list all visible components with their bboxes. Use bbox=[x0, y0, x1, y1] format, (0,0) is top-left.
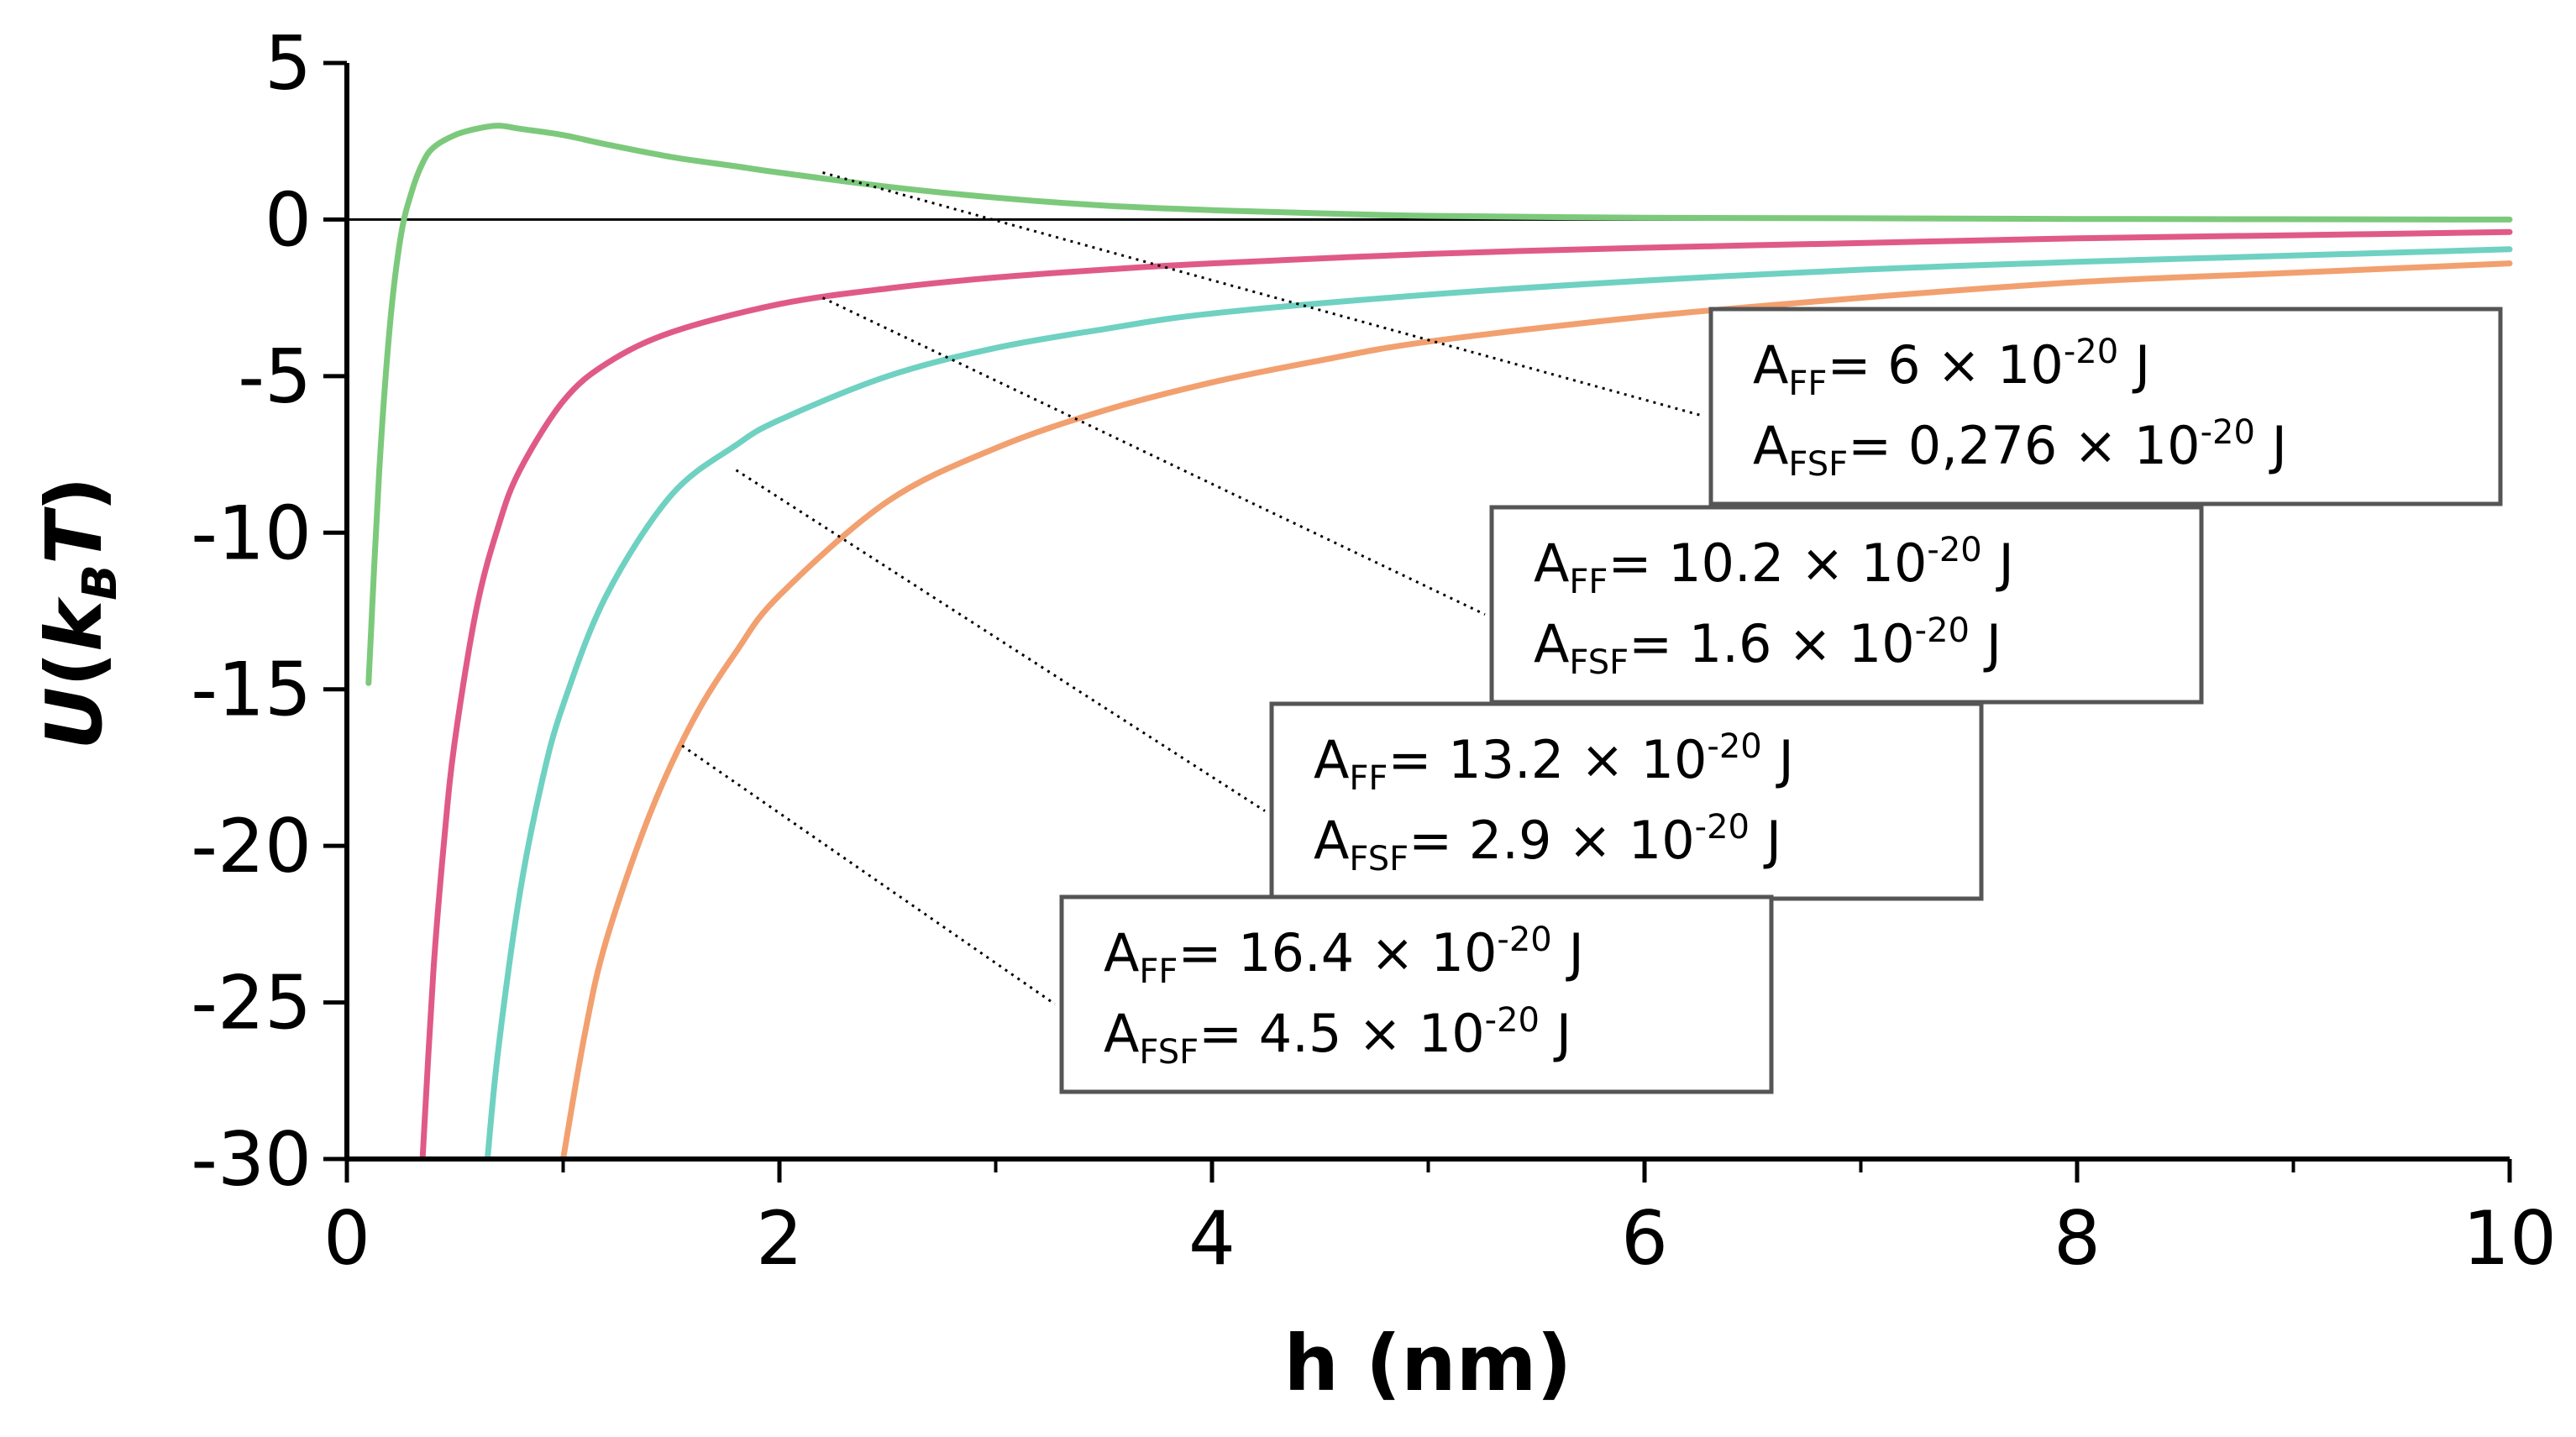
series-line-1 bbox=[365, 123, 2513, 686]
x-axis-title: h (nm) bbox=[1284, 1319, 1572, 1408]
x-tick-label: 8 bbox=[2054, 1195, 2101, 1282]
annotation-leader-line bbox=[821, 296, 1486, 616]
y-ticks: 5 0 -5 -10 -15 -20 -25 -30 bbox=[191, 20, 347, 1203]
annotation-box-4: AFF= 16.4 × 10-20 J AFSF= 4.5 × 10-20 J bbox=[681, 744, 1774, 1094]
annotation-frame bbox=[1708, 307, 2503, 506]
annotation-leader-line bbox=[822, 171, 1705, 418]
annotation-frame bbox=[1489, 505, 2204, 705]
annotation-line: AFSF= 2.9 × 10-20 J bbox=[1314, 808, 1781, 878]
x-tick-label: 4 bbox=[1188, 1195, 1236, 1282]
y-tick-label: 0 bbox=[265, 176, 312, 263]
annotation-line: AFF= 16.4 × 10-20 J bbox=[1104, 920, 1584, 991]
annotation-box-3: AFF= 13.2 × 10-20 J AFSF= 2.9 × 10-20 J bbox=[735, 469, 1984, 901]
x-tick-label: 6 bbox=[1621, 1195, 1668, 1282]
x-ticks: 0 2 4 6 8 10 bbox=[323, 1159, 2557, 1282]
y-tick-label: -15 bbox=[191, 647, 312, 733]
annotation-frame bbox=[1269, 701, 1984, 901]
y-tick-label: -10 bbox=[191, 490, 312, 576]
series-line-4 bbox=[560, 260, 2513, 1159]
series-line-2 bbox=[419, 228, 2513, 1159]
annotation-line: AFF= 6 × 10-20 J bbox=[1753, 333, 2150, 403]
annotation-line: AFF= 13.2 × 10-20 J bbox=[1314, 727, 1794, 798]
annotation-line: AFSF= 1.6 × 10-20 J bbox=[1534, 611, 2002, 682]
x-tick-label: 0 bbox=[323, 1195, 370, 1282]
annotation-box-1: AFF= 6 × 10-20 J AFSF= 0,276 × 10-20 J bbox=[822, 171, 2503, 506]
y-tick-label: -20 bbox=[191, 803, 312, 889]
y-tick-label: 5 bbox=[265, 20, 312, 107]
annotation-leader-line bbox=[681, 744, 1056, 1005]
annotation-line: AFF= 10.2 × 10-20 J bbox=[1534, 531, 2014, 601]
annotation-leader-line bbox=[735, 469, 1266, 812]
x-tick-label: 2 bbox=[756, 1195, 803, 1282]
y-tick-label: -25 bbox=[191, 960, 312, 1046]
plot-area bbox=[347, 123, 2513, 1159]
y-tick-label: -5 bbox=[238, 333, 312, 420]
y-tick-label: -30 bbox=[191, 1116, 312, 1203]
x-tick-label: 10 bbox=[2463, 1195, 2557, 1282]
y-axis-title: U(kBT) bbox=[29, 476, 128, 749]
series-line-3 bbox=[484, 246, 2513, 1159]
annotation-line: AFSF= 4.5 × 10-20 J bbox=[1104, 1001, 1571, 1072]
annotation-frame bbox=[1059, 894, 1774, 1094]
annotation-box-2: AFF= 10.2 × 10-20 J AFSF= 1.6 × 10-20 J bbox=[821, 296, 2204, 705]
annotation-line: AFSF= 0,276 × 10-20 J bbox=[1753, 413, 2287, 484]
